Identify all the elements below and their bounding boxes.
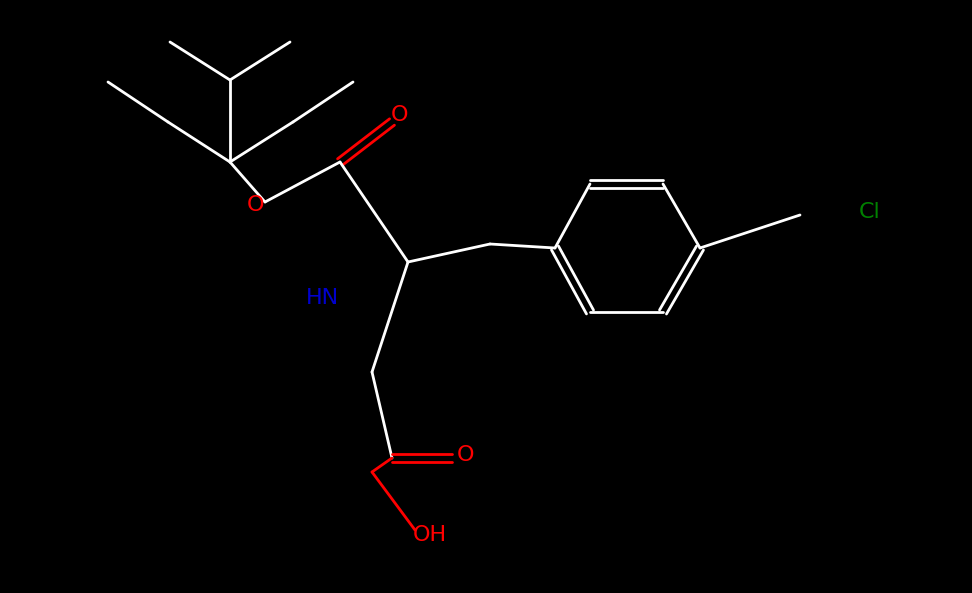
Text: OH: OH [413,525,447,545]
Text: Cl: Cl [859,202,881,222]
Text: O: O [392,105,409,125]
Text: O: O [456,445,473,465]
Text: HN: HN [305,288,338,308]
Text: O: O [246,195,263,215]
